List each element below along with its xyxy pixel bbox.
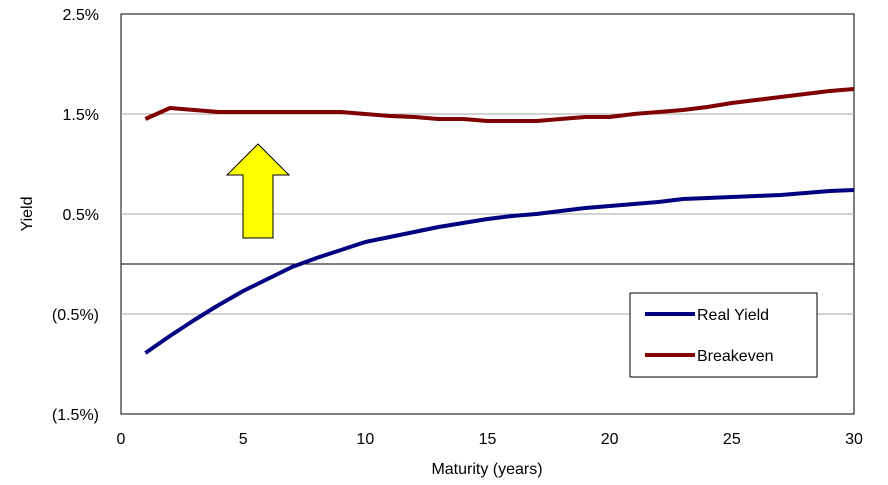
legend: Real Yield Breakeven (629, 292, 818, 378)
x-axis-tick-labels: 0 5 10 15 20 25 30 (117, 431, 863, 448)
x-tick-label: 30 (845, 431, 863, 448)
x-tick-label: 10 (356, 431, 374, 448)
x-tick-label: 0 (117, 431, 126, 448)
y-tick-label: (0.5%) (52, 307, 99, 324)
y-axis-tick-labels: 2.5% 1.5% 0.5% (0.5%) (1.5%) (52, 7, 99, 424)
x-tick-label: 5 (239, 431, 248, 448)
y-tick-label: 2.5% (63, 7, 99, 24)
y-tick-label: 1.5% (63, 107, 99, 124)
y-axis-title: Yield (19, 197, 36, 232)
y-tick-label: (1.5%) (52, 407, 99, 424)
x-tick-label: 25 (723, 431, 741, 448)
x-axis-title: Maturity (years) (431, 461, 542, 478)
series-lines (144, 87, 855, 355)
legend-box (629, 292, 818, 378)
legend-label-breakeven: Breakeven (697, 348, 774, 365)
x-tick-label: 15 (479, 431, 497, 448)
y-tick-label: 0.5% (63, 207, 99, 224)
series-line-breakeven (144, 87, 855, 123)
legend-label-real-yield: Real Yield (697, 307, 769, 324)
x-tick-label: 20 (601, 431, 619, 448)
series-line-real-yield (144, 188, 855, 355)
up-arrow-annotation (225, 143, 291, 239)
